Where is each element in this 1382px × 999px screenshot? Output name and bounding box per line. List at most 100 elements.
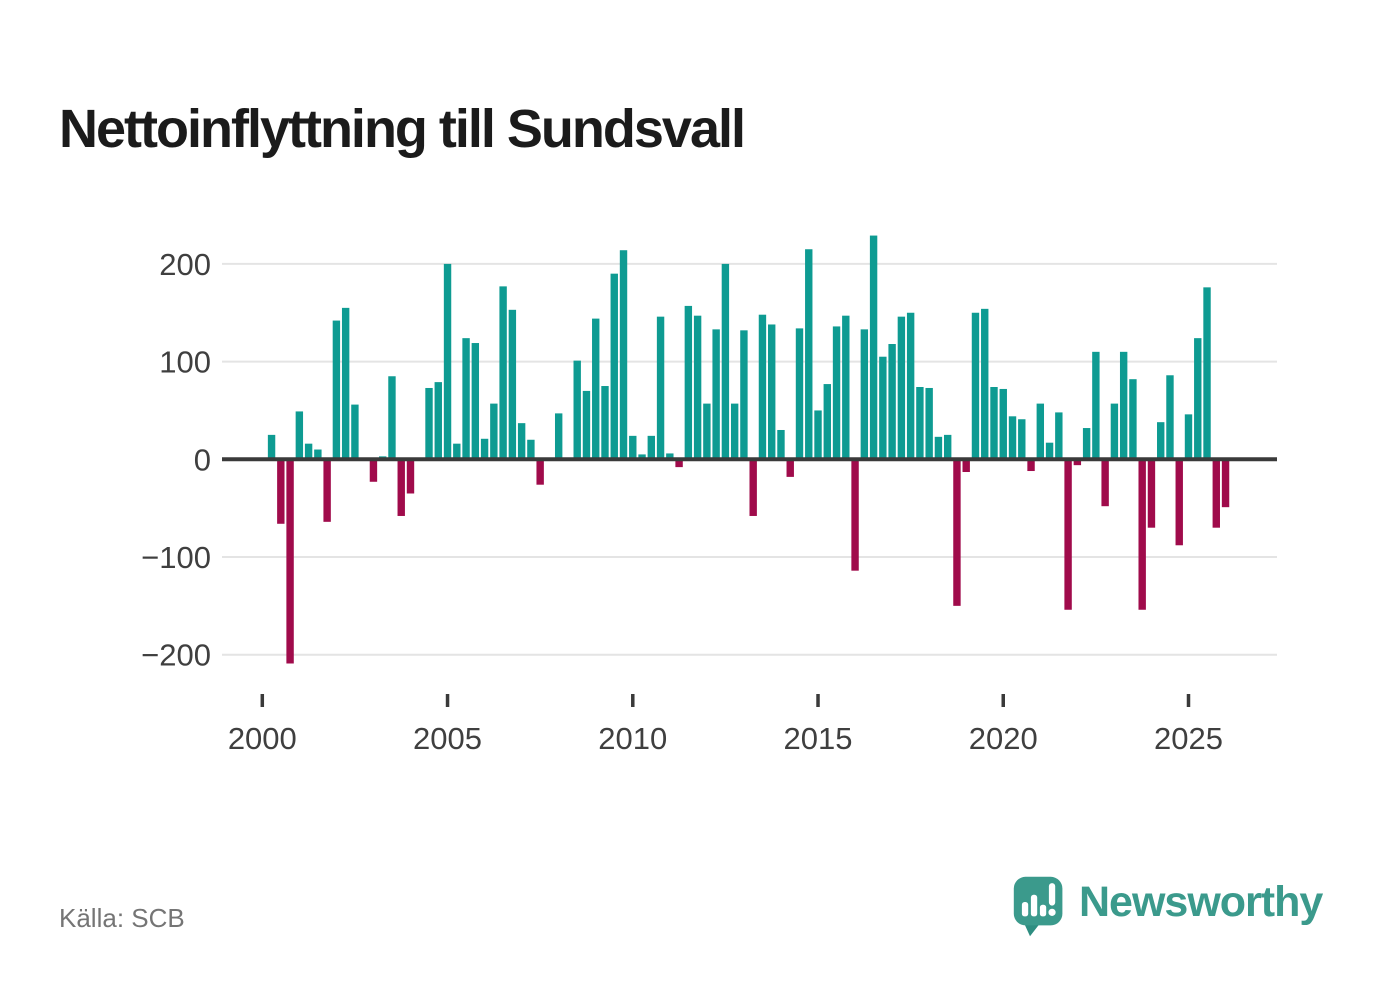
bar-2005Q4 [471,343,480,460]
bar-2009Q4 [619,250,628,460]
bar-2025Q1 [1184,414,1193,460]
bar-2014Q1 [777,429,785,460]
bar-2003Q3 [388,376,396,460]
y-axis-label: 0 [194,442,211,477]
bar-2002Q1 [332,320,341,460]
bar-2004Q4 [434,382,442,460]
bar-2022Q4 [1101,459,1109,507]
bar-2021Q4 [1064,459,1072,610]
bar-2009Q2 [601,386,609,460]
bar-2024Q4 [1175,459,1183,546]
x-axis-label: 2015 [784,721,853,756]
bar-2015Q1 [814,410,822,460]
bar-2011Q1 [666,453,674,460]
bar-2020Q3 [1018,419,1026,460]
bar-2006Q2 [490,403,498,460]
bar-2018Q4 [953,459,961,606]
bar-2026Q1 [1221,459,1230,508]
bar-2017Q4 [916,387,924,460]
bar-2013Q3 [758,314,767,460]
bar-2023Q3 [1129,379,1137,460]
bar-2015Q2 [823,384,831,460]
logo-bar-2 [1030,894,1038,917]
x-axis-label: 2020 [969,721,1038,756]
bar-2006Q4 [508,309,517,460]
x-axis-label: 2025 [1154,721,1223,756]
bar-2004Q3 [425,387,433,460]
bar-2019Q4 [990,387,998,460]
y-axis-label: 100 [159,345,211,380]
bar-2013Q2 [749,459,757,516]
bar-2016Q4 [879,356,887,460]
bar-2016Q3 [869,235,878,460]
bar-2009Q3 [610,273,618,460]
bar-2007Q3 [536,459,544,485]
bar-2003Q1 [369,459,378,482]
bar-2018Q2 [934,436,943,460]
bar-2000Q4 [286,459,294,664]
bar-2022Q1 [1073,459,1082,466]
bar-2007Q2 [527,439,535,460]
bar-2020Q2 [1008,416,1017,460]
bar-2005Q3 [462,338,470,460]
bar-2020Q4 [1027,459,1035,472]
bar-2021Q3 [1055,412,1063,460]
newsworthy-logo: Newsworthy [1012,874,1323,939]
newsworthy-wordmark: Newsworthy [1079,878,1323,926]
bar-2015Q3 [832,326,841,460]
bar-2002Q3 [351,404,359,460]
bar-2007Q1 [517,423,526,460]
bar-2025Q2 [1194,338,1202,460]
bar-2000Q3 [277,459,285,524]
bar-2008Q1 [554,413,563,460]
x-axis-label: 2000 [228,721,297,756]
y-axis-label: 200 [159,247,211,282]
bar-2023Q1 [1110,403,1119,460]
bar-2004Q1 [406,459,415,494]
logo-exclamation-bar [1048,883,1056,906]
bar-2009Q1 [592,318,600,460]
bar-2014Q3 [795,328,804,460]
bar-2010Q4 [656,316,665,460]
bar-2011Q3 [684,305,693,460]
bar-2018Q1 [925,387,933,460]
bar-2023Q4 [1138,459,1146,610]
source-label: Källa: SCB [59,903,185,933]
bar-2017Q3 [906,312,915,460]
page-title: Nettoinflyttning till Sundsvall [59,99,746,160]
bar-2010Q3 [647,435,656,460]
bar-2013Q4 [768,324,776,460]
bar-2010Q1 [629,435,637,460]
bar-2002Q2 [341,307,350,460]
bar-2013Q1 [740,330,748,460]
bar-2016Q1 [851,459,859,571]
bar-2008Q4 [582,390,591,460]
newsworthy-logo-icon [1013,876,1063,937]
bar-2001Q1 [295,411,304,460]
bar-2006Q3 [499,286,507,460]
bar-2017Q2 [897,316,906,460]
bar-2017Q1 [888,344,896,460]
bar-2012Q3 [721,263,730,460]
y-axis-label: −100 [141,540,211,575]
bar-2011Q4 [693,315,702,460]
bar-2012Q4 [730,403,739,460]
bar-2020Q1 [999,388,1007,460]
bar-2006Q1 [480,438,489,460]
bar-2024Q1 [1147,459,1156,528]
bar-2019Q1 [962,459,970,473]
bar-2019Q2 [971,312,980,460]
bar-2025Q4 [1212,459,1220,528]
bar-2021Q1 [1036,403,1045,460]
bar-2014Q4 [805,249,813,460]
bar-2016Q2 [860,329,869,460]
bar-2018Q3 [943,434,952,460]
bar-2014Q2 [786,459,794,477]
bar-2001Q3 [314,449,322,460]
bar-2023Q2 [1119,351,1128,460]
y-axis-label: −200 [141,638,211,673]
bar-2022Q3 [1092,351,1100,460]
bar-2012Q2 [712,329,720,460]
bar-2011Q2 [675,459,683,468]
